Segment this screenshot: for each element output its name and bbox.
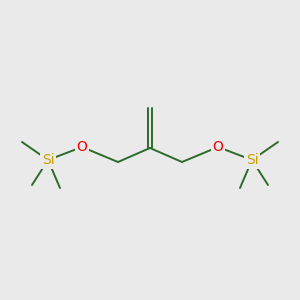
Text: O: O — [76, 140, 87, 154]
Text: O: O — [213, 140, 224, 154]
Text: Si: Si — [42, 153, 54, 167]
Text: Si: Si — [246, 153, 258, 167]
